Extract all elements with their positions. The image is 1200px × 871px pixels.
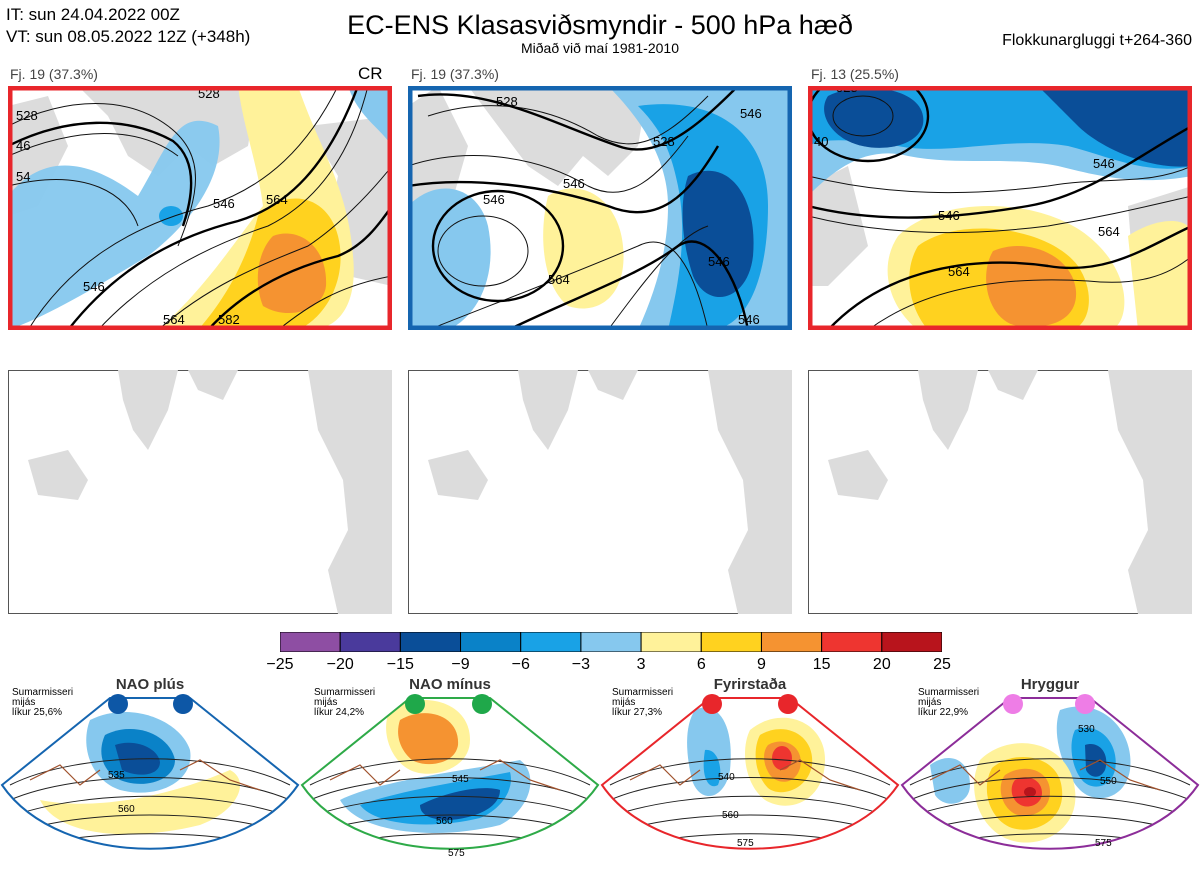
colorbar-tick-label: 20 [872, 656, 891, 673]
regime-panel-nao-plus: NAO plús Sumarmisseri mijás líkur 25,6% [0, 676, 300, 871]
regime-title: Fyrirstaða [713, 676, 787, 693]
page-subtitle: Miðað við maí 1981-2010 [521, 40, 679, 56]
regime-dot [1075, 694, 1095, 714]
empty-map-3 [808, 370, 1192, 614]
colorbar-segment [640, 631, 702, 653]
contour-label: 546 [708, 254, 730, 269]
contour-label: 546 [1093, 156, 1115, 171]
colorbar-tick-label: −3 [571, 656, 591, 673]
regime-note: Sumarmisseri mijás líkur 24,2% [314, 687, 376, 718]
regime-dot [702, 694, 722, 714]
contour-label: 546 [83, 279, 105, 294]
regime-dot [472, 694, 492, 714]
colorbar-tick-label: 25 [933, 656, 951, 673]
regime-dot [778, 694, 798, 714]
cluster-2-label: Fj. 19 (37.3%) [411, 66, 499, 82]
regime-title: NAO plús [115, 676, 185, 693]
contour-label: 575 [737, 838, 754, 849]
colorbar-segment [399, 631, 462, 653]
header-info: IT: sun 24.04.2022 00Z VT: sun 08.05.202… [6, 4, 250, 48]
contour-label: 546 [563, 176, 585, 191]
contour-label: 46 [16, 138, 30, 153]
contour-label: 546 [938, 208, 960, 223]
contour-label: 546 [483, 192, 505, 207]
colorbar-segment [881, 631, 943, 653]
valid-time: VT: sun 08.05.2022 12Z (+348h) [6, 27, 251, 46]
regime-dot [405, 694, 425, 714]
contour-label: 528 [653, 134, 675, 149]
colorbar-tick-label: 9 [757, 656, 766, 673]
regime-title: NAO mínus [409, 676, 491, 693]
contour-label: 564 [548, 272, 570, 287]
contour-label: 528 [16, 108, 38, 123]
colorbar-tick-label: −9 [451, 656, 470, 673]
colorbar-tick-label: −6 [511, 656, 530, 673]
cluster-map-3: 528 546 564 546 564 40 [808, 86, 1192, 330]
empty-map-2 [408, 370, 792, 614]
contour-label: 545 [452, 774, 469, 785]
initial-time: IT: sun 24.04.2022 00Z [6, 5, 180, 24]
colorbar-tick-label: −20 [326, 656, 354, 673]
regime-note: Sumarmisseri mijás líkur 22,9% [918, 687, 980, 718]
regime-dot [1003, 694, 1023, 714]
contour-label: 528 [496, 94, 518, 109]
contour-label: 54 [16, 169, 30, 184]
regime-panel-blocking: Fyrirstaða Sumarmisseri mijás líkur 27,3… [600, 676, 900, 871]
contour-label: 575 [1095, 838, 1112, 849]
regime-title: Hryggur [1020, 676, 1080, 693]
colorbar-tick-label: 3 [636, 656, 646, 673]
contour-label: 546 [740, 106, 762, 121]
contour-label: 564 [266, 192, 288, 207]
contour-label: 540 [718, 772, 735, 783]
colorbar-segment [460, 631, 522, 653]
colorbar-segment [821, 631, 883, 653]
contour-label: 564 [948, 264, 970, 279]
colorbar-segment [520, 631, 582, 653]
classification-window: Flokkunargluggi t+264-360 [1002, 32, 1192, 49]
colorbar [279, 631, 943, 653]
contour-label: 575 [448, 848, 465, 859]
regime-note: Sumarmisseri mijás líkur 25,6% [12, 687, 74, 718]
regime-note: Sumarmisseri mijás líkur 27,3% [612, 687, 674, 718]
regime-dot [173, 694, 193, 714]
contour-label: 582 [218, 312, 240, 327]
regime-dot [108, 694, 128, 714]
cluster-map-1: 528 546 546 564 564 54 582 528 46 [8, 86, 392, 330]
colorbar-tick-label: −15 [386, 656, 414, 673]
contour-label: 560 [118, 804, 135, 815]
contour-label: 546 [738, 312, 760, 327]
contour-label: 535 [108, 770, 125, 781]
contour-label: 564 [1098, 224, 1120, 239]
colorbar-segment [760, 631, 823, 653]
contour-label: 40 [814, 134, 828, 149]
contour-label: 564 [163, 312, 185, 327]
colorbar-segment [580, 631, 642, 653]
cluster-1-tag: CR [358, 64, 383, 83]
colorbar-ticks: −25 −20 −15 −9 −6 −3 3 6 9 15 20 25 [266, 656, 950, 676]
regime-row: NAO plús Sumarmisseri mijás líkur 25,6% [0, 676, 1200, 871]
colorbar-segment [279, 631, 341, 653]
page-title: EC-ENS Klasasviðsmyndir - 500 hPa hæð [347, 10, 853, 40]
regime-panel-ridge: Hryggur Sumarmisseri mijás líkur 22,9% [900, 676, 1200, 871]
contour-label: 530 [1078, 724, 1095, 735]
colorbar-tick-label: 6 [696, 656, 706, 673]
cluster-1-label: Fj. 19 (37.3%) [10, 66, 98, 82]
regime-panel-nao-minus: NAO mínus Sumarmisseri mijás líkur 24,2% [300, 676, 600, 871]
contour-label: 560 [436, 816, 453, 827]
contour-label: 546 [213, 196, 235, 211]
cluster-map-2: 546 528 546 564 546 528 546 546 [408, 86, 792, 330]
empty-map-1 [8, 370, 392, 614]
colorbar-segment [339, 631, 401, 653]
cluster-3-label: Fj. 13 (25.5%) [811, 66, 899, 82]
colorbar-segment [700, 631, 762, 653]
contour-label: 550 [1100, 776, 1117, 787]
contour-label: 560 [722, 810, 739, 821]
colorbar-tick-label: 15 [812, 656, 831, 673]
colorbar-tick-label: −25 [266, 656, 294, 673]
